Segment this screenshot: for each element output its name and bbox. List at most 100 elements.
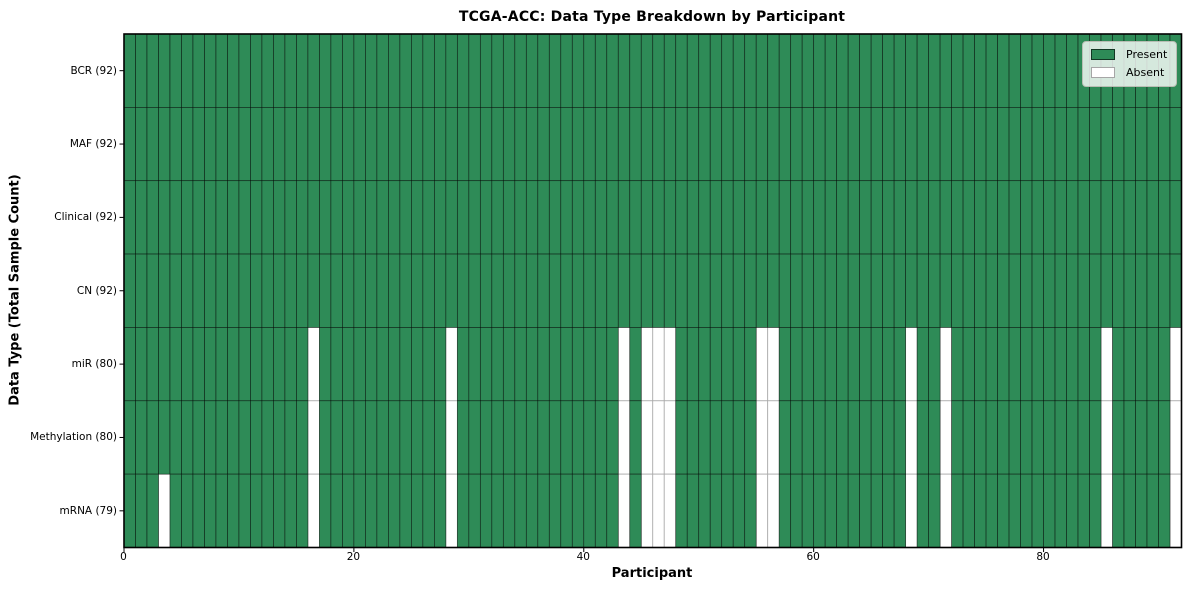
heatmap-cell [720,327,734,402]
heatmap-cell [605,473,619,548]
heatmap-cell [410,400,423,475]
heatmap-cell [353,33,366,108]
heatmap-cell [674,400,688,475]
heatmap-cell [789,327,803,402]
heatmap-cell [134,33,147,108]
heatmap-cell [870,107,883,182]
heatmap-cell [812,33,826,108]
heatmap-cell [904,253,917,328]
heatmap-cell [640,473,653,548]
heatmap-cell [249,253,262,328]
heatmap-cell [284,107,297,182]
heatmap-cell [467,107,481,182]
heatmap-cell [778,180,791,255]
heatmap-cell [916,253,929,328]
heatmap-cell [226,400,239,475]
y-tick-label: BCR (92) [70,64,117,77]
heatmap-cell [548,33,561,108]
heatmap-cell [674,107,688,182]
heatmap-cell [307,180,320,255]
heatmap-cell [1042,327,1055,402]
heatmap-cell [904,473,918,548]
heatmap-cell [330,473,343,548]
heatmap-cell [1100,180,1113,255]
heatmap-cell [123,473,136,548]
heatmap-cell [1042,180,1055,255]
heatmap-cell [399,107,412,182]
heatmap-cell [295,33,308,108]
heatmap-cell [490,253,504,328]
heatmap-cell [376,33,389,108]
heatmap-cell [950,473,963,548]
heatmap-cell [376,180,389,255]
heatmap-cell [720,473,734,548]
heatmap-cell [307,473,320,548]
heatmap-cell [180,327,193,402]
heatmap-cell [433,33,446,108]
heatmap-cell [456,253,469,328]
heatmap-cell [571,400,584,475]
heatmap-cell [1031,327,1044,402]
heatmap-cell [261,180,274,255]
heatmap-cell [1008,473,1021,548]
heatmap-cell [261,107,274,182]
heatmap-cell [709,33,722,108]
heatmap-cell [881,33,894,108]
heatmap-cell [180,473,193,548]
heatmap-cell [1100,327,1113,402]
heatmap-cell [812,107,826,182]
heatmap-cell [169,473,182,548]
heatmap-cell [226,253,239,328]
heatmap-cell [617,400,630,475]
heatmap-cell [192,180,205,255]
heatmap-cell [238,33,251,108]
heatmap-cell [950,33,963,108]
heatmap-cell [444,473,458,548]
heatmap-cell [399,180,412,255]
heatmap-cell [697,107,711,182]
heatmap-cell [364,253,377,328]
heatmap-cell [778,253,791,328]
heatmap-cell [709,107,722,182]
heatmap-cell [261,473,274,548]
heatmap-cell [341,180,354,255]
heatmap-cell [261,400,274,475]
heatmap-cell [123,180,136,255]
heatmap-cell [387,107,400,182]
heatmap-cell [192,400,205,475]
heatmap-cell [985,180,998,255]
heatmap-cell [215,180,228,255]
heatmap-cell [1123,327,1136,402]
heatmap-cell [192,253,205,328]
heatmap-cell [364,400,377,475]
heatmap-cell [399,473,412,548]
heatmap-cell [238,180,251,255]
heatmap-cell [307,327,320,402]
heatmap-cell [169,253,182,328]
heatmap-cell [720,180,734,255]
heatmap-cell [812,180,826,255]
heatmap-cell [490,327,504,402]
heatmap-cell [1008,33,1021,108]
heatmap-cell [341,253,354,328]
heatmap-cell [307,253,320,328]
heatmap-cell [1019,253,1032,328]
heatmap-cell [536,33,550,108]
heatmap-cell [812,253,826,328]
heatmap-cell [962,473,975,548]
heatmap-cell [376,473,389,548]
heatmap-cell [353,400,366,475]
heatmap-cell [663,473,676,548]
heatmap-cell [985,473,998,548]
heatmap-cell [238,327,251,402]
heatmap-cell [1054,107,1067,182]
heatmap-cell [755,473,768,548]
heatmap-cell [502,107,515,182]
heatmap-cell [422,107,435,182]
heatmap-cell [180,400,193,475]
heatmap-cell [697,253,711,328]
heatmap-cell [272,473,285,548]
heatmap-cell [870,180,883,255]
heatmap-cell [1157,400,1170,475]
